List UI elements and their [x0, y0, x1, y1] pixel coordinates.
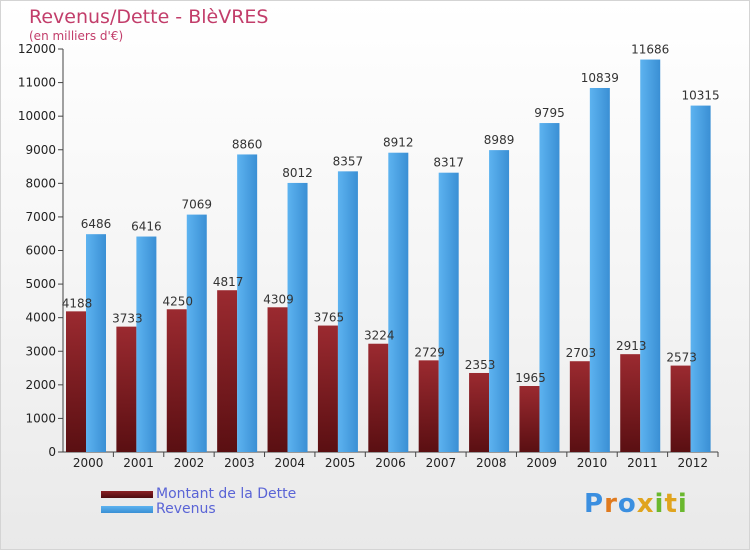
data-label-dette: 2729: [414, 345, 445, 359]
x-tick-label: 2006: [375, 456, 406, 470]
x-tick-label: 2011: [627, 456, 658, 470]
logo-letter: o: [617, 489, 637, 519]
logo-letter: x: [636, 489, 655, 519]
bar-dette: [469, 372, 490, 452]
data-label-revenus: 8317: [433, 156, 464, 170]
bar-dette: [368, 343, 389, 452]
bar-revenus: [237, 154, 258, 452]
data-label-dette: 2353: [465, 358, 496, 372]
data-label-dette: 2573: [666, 351, 697, 365]
bar-revenus: [136, 236, 157, 452]
bars: [66, 59, 711, 453]
bar-dette: [418, 360, 439, 452]
data-labels: 4188 6486 3733 6416 4250 7069 4817 8860 4309 8012…: [62, 43, 720, 385]
chart-title: Revenus/Dette - BlèVRES: [29, 6, 269, 28]
y-tick-label: 5000: [25, 277, 56, 291]
y-tick-label: 0: [48, 445, 56, 459]
bar-dette: [670, 365, 691, 452]
data-label-dette: 1965: [515, 371, 546, 385]
data-label-revenus: 6486: [81, 217, 112, 231]
y-tick-label: 1000: [25, 411, 56, 425]
bar-revenus: [438, 172, 459, 452]
data-label-dette: 3224: [364, 329, 395, 343]
bar-revenus: [287, 182, 308, 452]
bar-revenus: [690, 105, 711, 452]
legend-swatch-revenus: [101, 506, 153, 513]
bar-dette: [267, 307, 288, 452]
y-tick-label: 2000: [25, 378, 56, 392]
y-tick-label: 12000: [18, 42, 56, 56]
data-label-dette: 4817: [213, 275, 244, 289]
x-tick-label: 2002: [174, 456, 205, 470]
bar-dette: [66, 311, 86, 452]
legend-label-dette: Montant de la Dette: [156, 486, 297, 502]
data-label-dette: 3765: [314, 311, 345, 325]
logo-letter: r: [604, 489, 618, 519]
y-tick-label: 7000: [25, 210, 56, 224]
bar-revenus: [539, 123, 560, 453]
bar-revenus: [640, 59, 661, 452]
bar-revenus: [589, 87, 610, 453]
x-tick-label: 2008: [476, 456, 507, 470]
data-label-dette: 2703: [566, 346, 597, 360]
x-tick-label: 2010: [577, 456, 608, 470]
bar-revenus: [337, 171, 358, 452]
x-axis: 2000 2001 2002 2003 2004 2005 2006 2007 2008 2009…: [63, 451, 719, 470]
y-tick-label: 6000: [25, 244, 56, 258]
bar-revenus: [186, 214, 207, 452]
x-tick-label: 2009: [526, 456, 557, 470]
data-label-dette: 4250: [162, 294, 193, 308]
data-label-revenus: 10839: [581, 71, 619, 85]
bar-dette: [166, 309, 187, 452]
y-tick-label: 11000: [18, 76, 56, 90]
bar-dette: [620, 354, 641, 452]
data-label-dette: 4188: [62, 296, 93, 310]
bar-revenus: [388, 152, 409, 453]
x-tick-label: 2007: [426, 456, 457, 470]
y-tick-label: 10000: [18, 109, 56, 123]
y-axis: 0 1000 2000 3000 4000 5000 6000 7000 8000 9000 100…: [18, 42, 64, 459]
x-tick-label: 2003: [224, 456, 255, 470]
y-tick-label: 9000: [25, 143, 56, 157]
data-label-revenus: 6416: [131, 220, 162, 234]
legend-swatch-dette: [101, 491, 153, 498]
legend-label-revenus: Revenus: [156, 501, 216, 517]
data-label-revenus: 8012: [282, 166, 313, 180]
bar-revenus: [86, 234, 106, 452]
bar-dette: [116, 326, 137, 452]
data-label-revenus: 8989: [484, 133, 515, 147]
bar-dette: [569, 361, 590, 452]
data-label-revenus: 8860: [232, 137, 263, 151]
logo-letter: P: [584, 489, 605, 519]
x-tick-label: 2004: [274, 456, 305, 470]
proxiti-logo: Proxiti: [584, 489, 688, 519]
data-label-revenus: 11686: [631, 43, 669, 57]
data-label-revenus: 10315: [682, 89, 720, 103]
data-label-revenus: 8912: [383, 136, 414, 150]
bar-dette: [317, 325, 338, 452]
logo-letter: i: [677, 489, 688, 519]
data-label-dette: 3733: [112, 312, 143, 326]
data-label-revenus: 9795: [534, 106, 565, 120]
logo-letter: t: [664, 489, 678, 519]
chart-subtitle: (en milliers d'€): [29, 29, 124, 43]
bar-revenus: [489, 150, 510, 452]
logo-letter: i: [654, 489, 665, 519]
x-tick-label: 2005: [325, 456, 356, 470]
y-tick-label: 4000: [25, 311, 56, 325]
y-tick-label: 3000: [25, 344, 56, 358]
x-tick-label: 2000: [73, 456, 104, 470]
bar-dette: [217, 290, 238, 452]
data-label-dette: 4309: [263, 292, 294, 306]
y-tick-label: 8000: [25, 176, 56, 190]
x-tick-label: 2012: [678, 456, 709, 470]
data-label-revenus: 7069: [181, 198, 212, 212]
data-label-dette: 2913: [616, 339, 647, 353]
x-tick-label: 2001: [123, 456, 154, 470]
bar-dette: [519, 386, 540, 452]
data-label-revenus: 8357: [333, 154, 364, 168]
